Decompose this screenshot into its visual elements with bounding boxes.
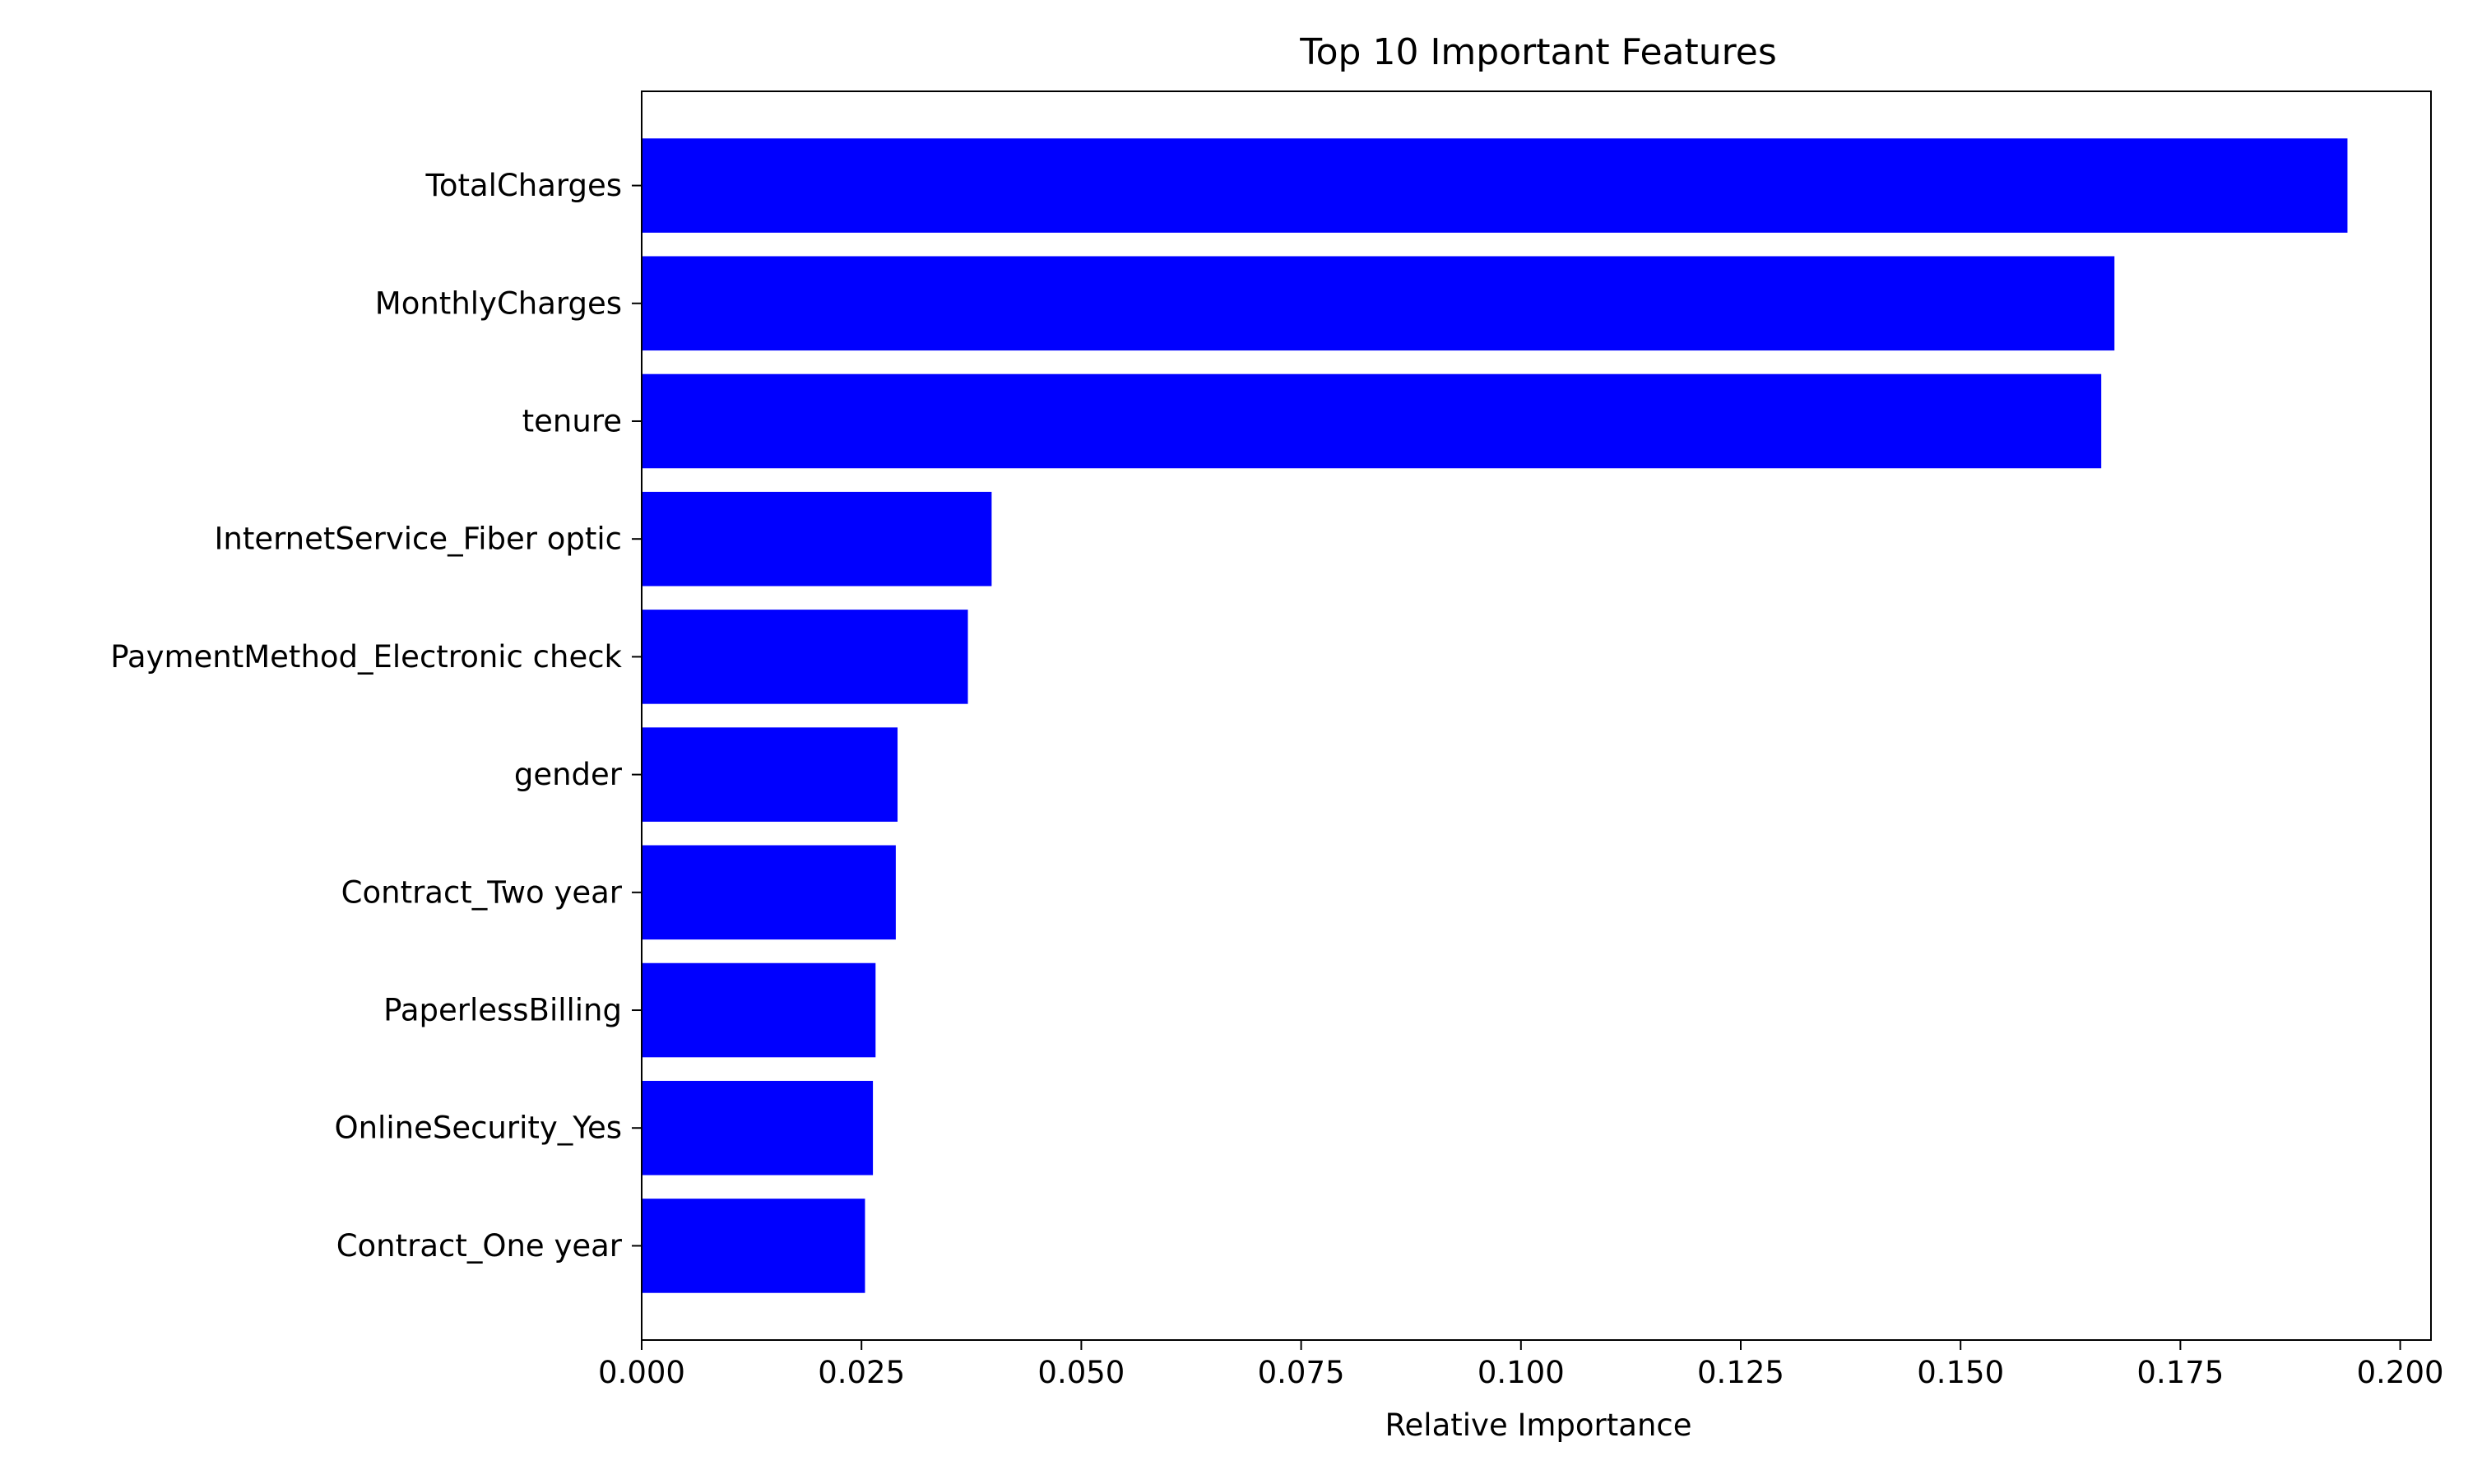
x-tick-label-8: 0.200: [2357, 1355, 2444, 1390]
y-tick-label-3: InternetService_Fiber optic: [214, 522, 622, 557]
x-tick-label-5: 0.125: [1697, 1355, 1784, 1390]
y-tick-label-5: gender: [514, 757, 623, 792]
plot-frame: [641, 90, 2432, 1341]
x-tick-label-2: 0.050: [1037, 1355, 1125, 1390]
x-tick-label-7: 0.175: [2136, 1355, 2224, 1390]
x-tick-label-4: 0.100: [1478, 1355, 1565, 1390]
bar-2: [642, 373, 2102, 469]
bar-6: [642, 845, 896, 940]
bar-1: [642, 256, 2115, 351]
bar-5: [642, 727, 898, 822]
y-tick-label-1: MonthlyCharges: [375, 285, 622, 321]
y-tick-label-8: OnlineSecurity_Yes: [334, 1111, 622, 1146]
x-axis-title: Relative Importance: [1385, 1407, 1692, 1443]
y-tick-label-4: PaymentMethod_Electronic check: [110, 639, 622, 675]
x-tick-label-1: 0.025: [818, 1355, 905, 1390]
x-tick-label-0: 0.000: [598, 1355, 685, 1390]
x-tick-label-3: 0.075: [1258, 1355, 1345, 1390]
y-tick-label-6: Contract_Two year: [341, 874, 623, 910]
chart-title: Top 10 Important Features: [1299, 31, 1777, 73]
bar-4: [642, 610, 968, 704]
y-tick-label-2: tenure: [522, 403, 622, 438]
bar-0: [642, 138, 2348, 233]
y-tick-label-0: TotalCharges: [425, 168, 622, 203]
y-tick-label-9: Contract_One year: [336, 1228, 623, 1264]
axes-layer: TotalCharges MonthlyCharges tenure Internet…: [110, 90, 2444, 1390]
bar-8: [642, 1080, 874, 1176]
bar-3: [642, 491, 992, 587]
bars-layer: [642, 138, 2348, 1293]
bar-7: [642, 962, 876, 1058]
y-tick-label-7: PaperlessBilling: [383, 993, 622, 1028]
x-tick-label-6: 0.150: [1917, 1355, 2004, 1390]
bar-9: [642, 1199, 865, 1293]
